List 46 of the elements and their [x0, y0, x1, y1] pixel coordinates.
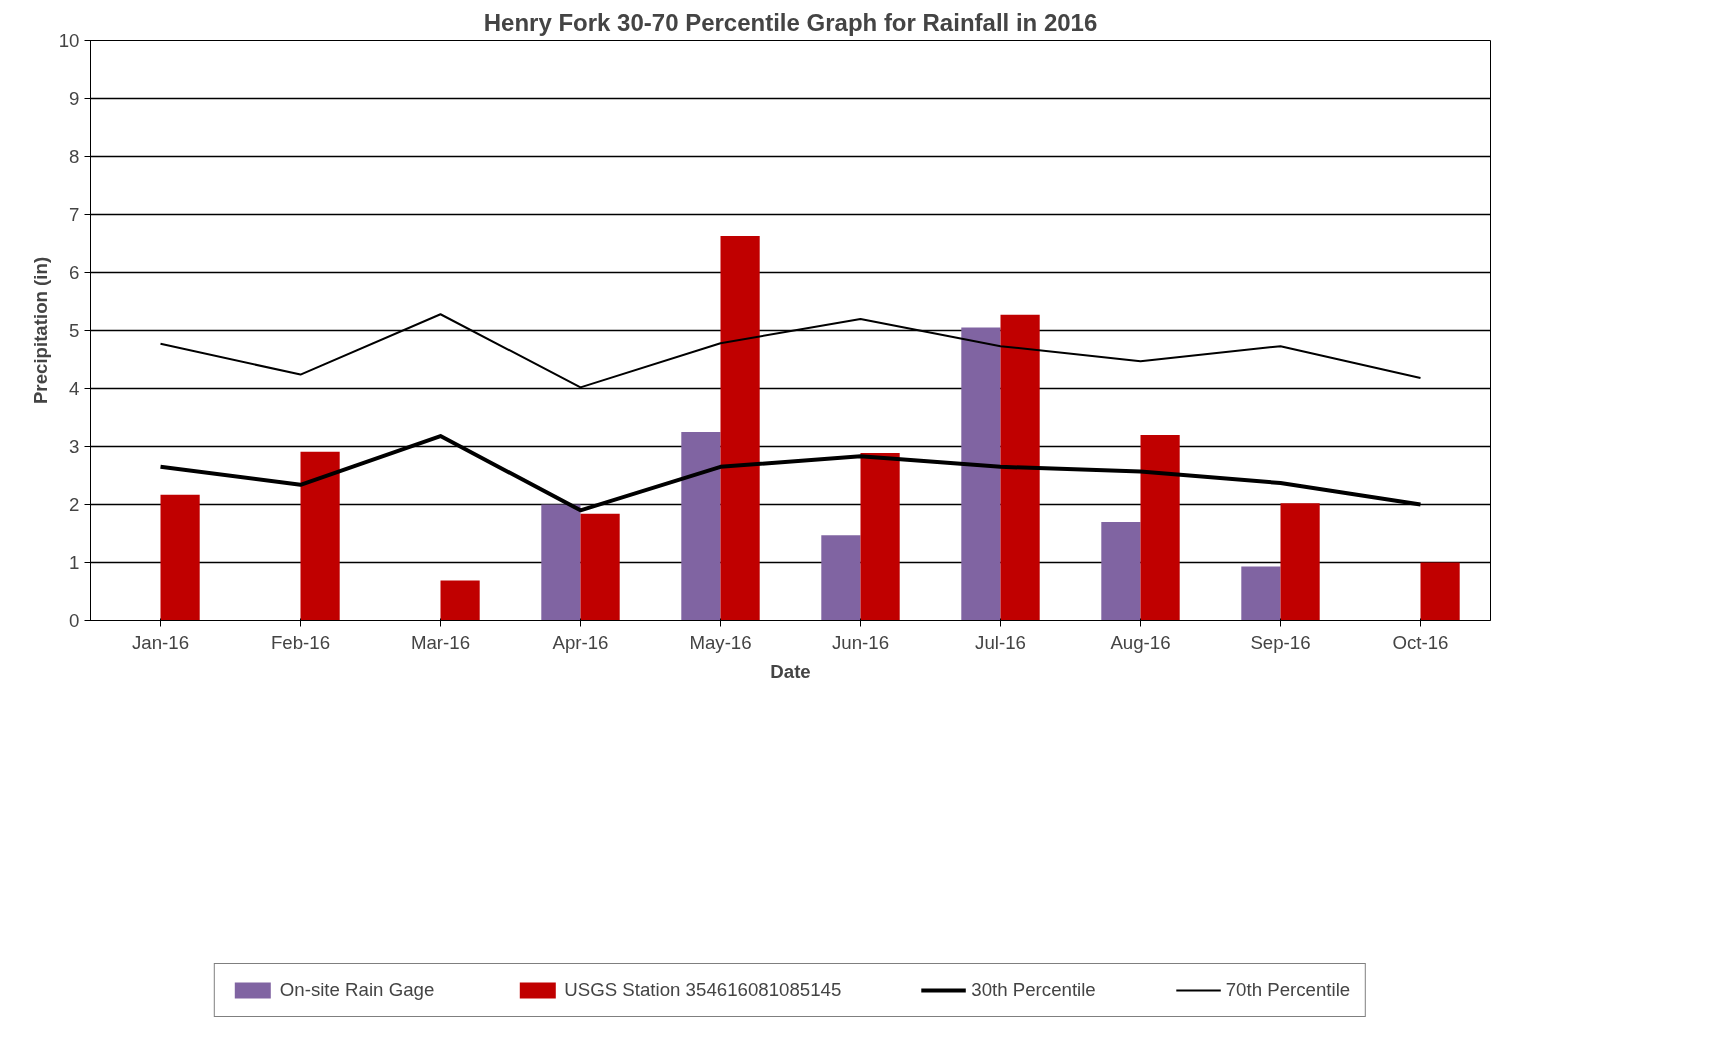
bar	[681, 432, 721, 621]
y-tick-label: 1	[69, 552, 80, 573]
bar	[720, 235, 760, 621]
y-tick-label: 0	[69, 610, 80, 631]
chart-title: Henry Fork 30-70 Percentile Graph for Rainfall in 2016	[483, 8, 1098, 36]
legend-label: 30th Percentile	[971, 979, 1096, 1001]
line-series	[158, 434, 1423, 513]
y-tick-label: 10	[58, 30, 80, 51]
bar	[1101, 521, 1141, 621]
x-tick-label: Apr-16	[552, 631, 609, 653]
legend-label: 70th Percentile	[1225, 979, 1351, 1001]
x-tick-label: Jan-16	[131, 631, 190, 653]
bar	[860, 452, 900, 621]
bar	[580, 513, 620, 621]
x-axis-title: Date	[770, 660, 811, 682]
bar	[1420, 562, 1460, 621]
bar	[1140, 434, 1180, 621]
bar	[1280, 503, 1320, 621]
legend-label: On-site Rain Gage	[279, 979, 435, 1001]
y-tick-label: 3	[69, 436, 80, 457]
x-tick-label: Aug-16	[1110, 631, 1171, 653]
x-tick-label: Oct-16	[1392, 631, 1449, 653]
y-axis-title: Precipitation (in)	[29, 256, 51, 405]
bar	[1000, 314, 1040, 621]
bar	[440, 580, 480, 621]
y-tick-label: 5	[69, 320, 80, 341]
y-tick-label: 2	[69, 494, 80, 515]
y-tick-label: 8	[69, 146, 80, 167]
x-tick-label: May-16	[689, 631, 752, 653]
bar	[541, 504, 581, 621]
x-tick-label: Jun-16	[831, 631, 890, 653]
y-tick-label: 7	[69, 204, 80, 225]
x-tick-label: Jul-16	[975, 631, 1026, 653]
y-tick-label: 9	[69, 88, 80, 109]
bar	[300, 451, 340, 621]
bar	[1241, 566, 1281, 621]
x-tick-label: Mar-16	[410, 631, 471, 653]
line-series	[159, 313, 1422, 389]
x-tick-label: Sep-16	[1250, 631, 1311, 653]
bar	[961, 327, 1001, 621]
bar	[160, 494, 200, 621]
y-tick-label: 6	[69, 262, 80, 283]
legend-label: USGS Station 354616081085145	[564, 979, 842, 1001]
y-tick-label: 4	[69, 378, 80, 399]
x-tick-label: Feb-16	[270, 631, 331, 653]
bar	[821, 535, 861, 621]
